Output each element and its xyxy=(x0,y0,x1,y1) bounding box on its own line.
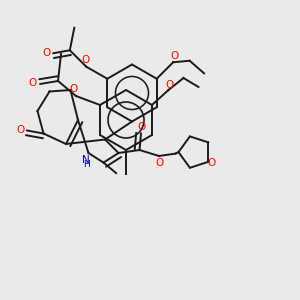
Text: O: O xyxy=(137,122,146,133)
Text: N: N xyxy=(82,154,90,165)
Text: H: H xyxy=(83,160,89,169)
Text: O: O xyxy=(42,48,50,58)
Text: O: O xyxy=(69,84,77,94)
Text: O: O xyxy=(155,158,163,168)
Text: O: O xyxy=(170,51,178,61)
Text: O: O xyxy=(166,80,174,90)
Text: O: O xyxy=(81,55,89,65)
Text: O: O xyxy=(16,124,25,135)
Text: O: O xyxy=(208,158,216,168)
Text: O: O xyxy=(28,78,37,88)
